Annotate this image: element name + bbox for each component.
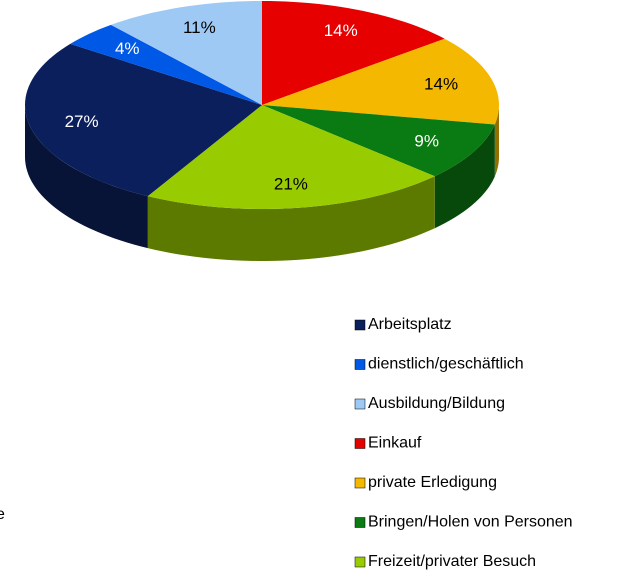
legend-swatch (354, 556, 366, 568)
pie-side (147, 176, 435, 261)
legend-label: Bringen/Holen von Personen (368, 514, 573, 531)
legend-label: Freizeit/privater Besuch (368, 553, 536, 570)
value-label: 14% (324, 21, 358, 40)
legend-swatch (354, 319, 366, 331)
value-label: 14% (424, 74, 458, 93)
legend-label: Einkauf (368, 435, 422, 452)
pie-slice (262, 1, 445, 105)
pie-slice (147, 105, 435, 209)
legend-swatch (354, 398, 366, 410)
value-label: 11% (183, 18, 216, 37)
legend-swatch (354, 477, 366, 489)
legend-swatch (354, 438, 366, 449)
legend-swatch (354, 517, 366, 528)
pie-slice (262, 38, 499, 125)
pie-side (494, 105, 499, 177)
pie-side (25, 105, 148, 249)
legend-swatch (354, 359, 366, 370)
value-label: 4% (115, 39, 140, 58)
pie-slice (110, 1, 262, 105)
legend-label: dienstlich/geschäftlich (368, 356, 524, 373)
annotation: e (0, 506, 5, 523)
legend-label: private Erledigung (368, 474, 497, 491)
pie-slice (70, 24, 262, 105)
pie-side (434, 124, 495, 229)
value-label: 27% (65, 112, 99, 131)
value-label: 21% (274, 175, 308, 194)
legend-label: Ausbildung/Bildung (368, 395, 505, 412)
value-label: 9% (414, 131, 439, 150)
legend-label: Arbeitsplatz (368, 316, 452, 333)
pie-slice (262, 105, 495, 177)
pie-slice (25, 43, 263, 197)
